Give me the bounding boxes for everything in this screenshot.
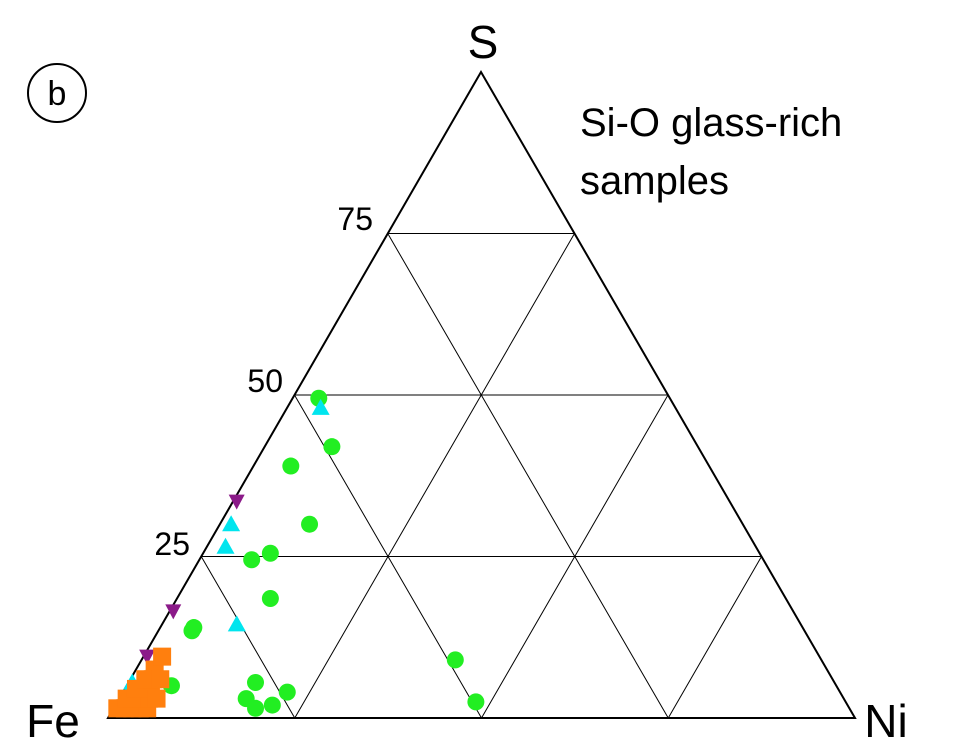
gridline-ni-75	[667, 556, 762, 719]
data-point-square-16	[151, 670, 170, 689]
data-point-triangle-up-3	[227, 615, 246, 632]
data-point-triangle-down-0	[228, 494, 245, 510]
vertex-label-top: S	[468, 16, 499, 68]
gridline-ni-25	[294, 233, 575, 719]
data-point-square-17	[147, 689, 166, 708]
data-point-circle-13	[247, 699, 265, 717]
data-point-triangle-up-1	[222, 515, 241, 532]
data-point-circle-9	[446, 651, 464, 669]
tick-label-25: 25	[154, 526, 190, 562]
data-point-circle-6	[261, 589, 279, 607]
data-point-circle-0	[310, 389, 328, 407]
data-point-triangle-up-0	[311, 398, 330, 415]
annotation-line-2: samples	[580, 159, 729, 203]
data-point-circle-5	[243, 551, 261, 569]
data-point-circle-4	[261, 544, 279, 562]
tick-label-75: 75	[337, 201, 373, 237]
vertex-label-left: Fe	[26, 695, 80, 747]
grid-lines	[200, 233, 762, 719]
data-point-circle-16	[467, 693, 485, 711]
data-point-circle-8	[183, 622, 201, 640]
data-point-circle-3	[301, 515, 319, 533]
vertex-label-right: Ni	[864, 695, 907, 747]
panel-label: b	[27, 63, 87, 123]
annotation-line-1: Si-O glass-rich	[580, 101, 842, 145]
gridline-fe-25	[387, 233, 669, 719]
panel-label-letter: b	[48, 75, 67, 113]
tick-label-50: 50	[247, 363, 283, 399]
data-points	[108, 389, 485, 718]
data-point-square-15	[153, 647, 172, 666]
data-point-circle-14	[263, 696, 281, 714]
triangle-frame	[106, 70, 857, 719]
panel-label-circle	[27, 63, 87, 123]
data-point-triangle-down-2	[139, 649, 156, 665]
gridline-ni-50	[481, 394, 669, 719]
data-point-circle-15	[278, 683, 296, 701]
data-point-circle-11	[247, 673, 265, 691]
data-point-circle-1	[323, 438, 341, 456]
data-point-triangle-up-2	[216, 537, 235, 554]
data-point-circle-2	[282, 457, 300, 475]
data-point-triangle-down-1	[165, 604, 182, 620]
